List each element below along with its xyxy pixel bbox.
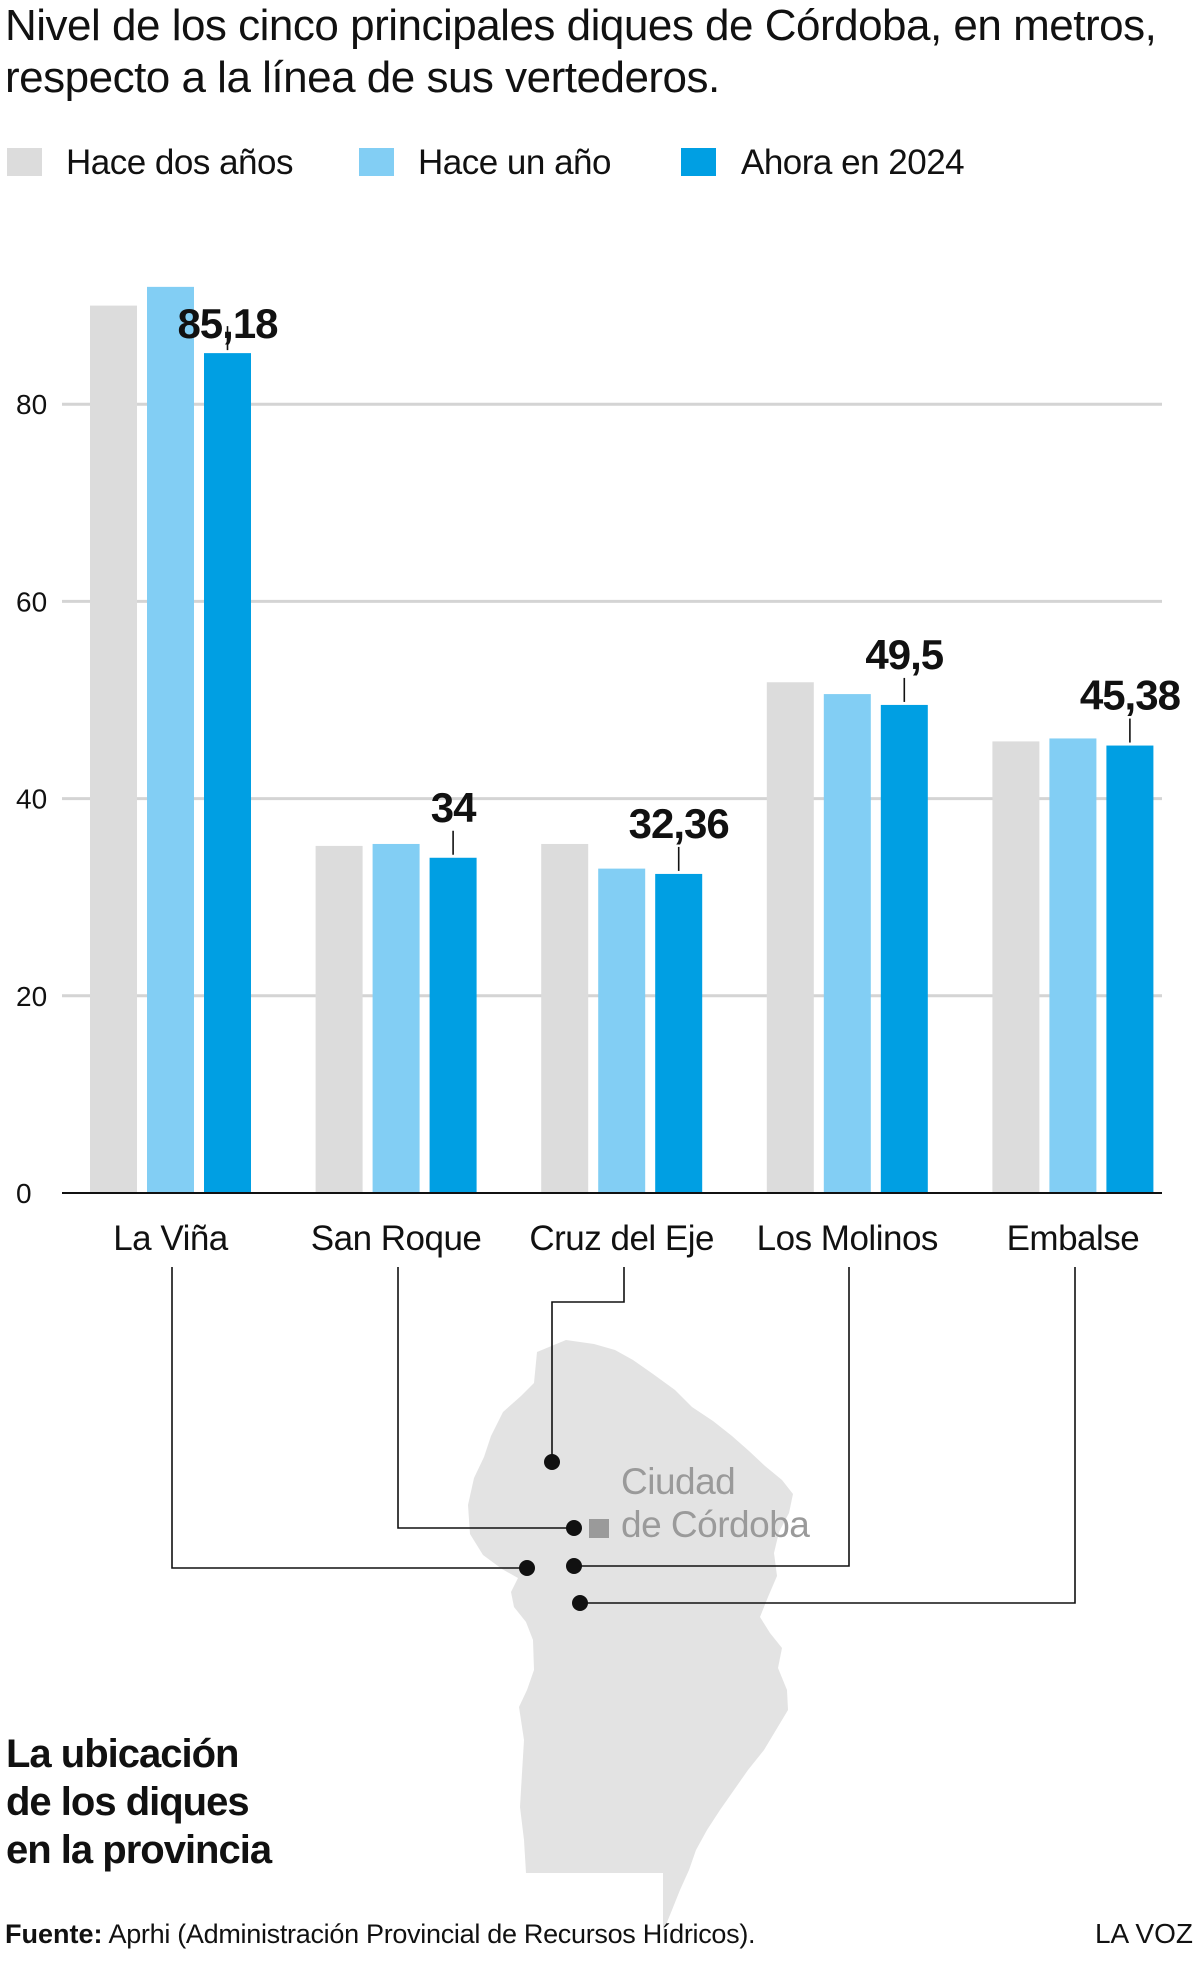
category-label-embalse: Embalse bbox=[1007, 1219, 1140, 1258]
bar-cruz-del-eje-hace-dos-anos bbox=[541, 843, 589, 1193]
category-label-cruz-del-eje: Cruz del Eje bbox=[529, 1219, 714, 1258]
bar-los-molinos-hace-dos-anos bbox=[766, 682, 814, 1193]
dam-markers bbox=[519, 1454, 588, 1611]
legend: Hace dos años Hace un año Ahora en 2024 bbox=[7, 143, 965, 182]
y-tick-label-60: 60 bbox=[16, 586, 47, 617]
legend-label-ahora-2024: Ahora en 2024 bbox=[741, 143, 964, 182]
map-section-title-line-2: de los diques bbox=[6, 1780, 249, 1824]
data-label-los-molinos: 49,5 bbox=[865, 631, 943, 678]
bar-san-roque-ahora-en-2024 bbox=[429, 857, 477, 1193]
leader-lines bbox=[171, 1267, 1076, 1604]
bar-embalse-ahora-en-2024 bbox=[1106, 745, 1154, 1193]
category-labels: La Viña San Roque Cruz del Eje Los Molinos E… bbox=[113, 1219, 1140, 1258]
leader-line-los-molinos bbox=[574, 1267, 850, 1567]
legend-swatch-ahora-2024 bbox=[681, 148, 716, 176]
city-label-line-2: de Córdoba bbox=[621, 1504, 810, 1545]
data-label-cruz-del-eje: 32,36 bbox=[629, 800, 729, 847]
dam-marker-embalse bbox=[572, 1595, 588, 1611]
legend-label-hace-un-ano: Hace un año bbox=[418, 143, 611, 182]
leader-line-embalse bbox=[580, 1267, 1076, 1604]
map-section-title-line-1: La ubicación bbox=[6, 1732, 239, 1776]
map-section-title-line-3: en la provincia bbox=[6, 1828, 273, 1872]
city-label-line-1: Ciudad bbox=[621, 1461, 735, 1502]
bar-embalse-hace-dos-anos bbox=[992, 741, 1040, 1193]
bar-la-vina-ahora-en-2024 bbox=[204, 353, 251, 1193]
bar-cruz-del-eje-ahora-en-2024 bbox=[655, 873, 703, 1193]
bar-la-vina-hace-un-ano bbox=[147, 286, 194, 1194]
chart-title-line-2: respecto a la línea de sus vertederos. bbox=[5, 53, 720, 102]
bar-cruz-del-eje-hace-un-ano bbox=[598, 868, 646, 1193]
y-tick-label-80: 80 bbox=[16, 389, 47, 420]
bar-embalse-hace-un-ano bbox=[1049, 738, 1097, 1193]
source-label: Fuente: bbox=[5, 1919, 103, 1949]
cordoba-province-shape bbox=[468, 1340, 793, 1932]
bar-los-molinos-ahora-en-2024 bbox=[880, 704, 928, 1193]
source-note: Fuente: Aprhi (Administración Provincial … bbox=[5, 1919, 755, 1949]
data-label-san-roque: 34 bbox=[431, 784, 477, 831]
bar-san-roque-hace-un-ano bbox=[372, 843, 420, 1193]
brand-logo: LA VOZ bbox=[1095, 1918, 1193, 1949]
category-label-la-vina: La Viña bbox=[113, 1219, 229, 1258]
category-label-los-molinos: Los Molinos bbox=[757, 1219, 938, 1258]
bar-san-roque-hace-dos-anos bbox=[315, 845, 363, 1193]
dam-marker-los-molinos bbox=[566, 1558, 582, 1574]
dam-marker-la-vina bbox=[519, 1560, 535, 1576]
y-tick-label-0: 0 bbox=[16, 1178, 32, 1209]
y-tick-label-40: 40 bbox=[16, 784, 47, 815]
leader-line-san-roque bbox=[397, 1267, 574, 1529]
bar-los-molinos-hace-un-ano bbox=[823, 694, 871, 1193]
bars bbox=[90, 286, 1154, 1194]
y-tick-label-20: 20 bbox=[16, 981, 47, 1012]
dam-marker-cruz-del-eje bbox=[544, 1454, 560, 1470]
leader-line-cruz-del-eje bbox=[551, 1267, 625, 1462]
dam-marker-san-roque bbox=[566, 1520, 582, 1536]
data-label-la-vina: 85,18 bbox=[177, 300, 278, 347]
data-labels: 85,18 34 32,36 49,5 45,38 bbox=[177, 300, 1182, 871]
category-label-san-roque: San Roque bbox=[311, 1219, 482, 1258]
legend-label-hace-dos-anos: Hace dos años bbox=[66, 143, 293, 182]
bar-la-vina-hace-dos-anos bbox=[90, 305, 137, 1194]
legend-swatch-hace-un-ano bbox=[359, 148, 394, 176]
source-text: Aprhi (Administración Provincial de Recu… bbox=[109, 1919, 756, 1949]
chart-title-line-1: Nivel de los cinco principales diques de… bbox=[5, 1, 1156, 50]
data-label-embalse: 45,38 bbox=[1080, 672, 1181, 719]
legend-swatch-hace-dos-anos bbox=[7, 148, 42, 176]
city-marker bbox=[589, 1519, 609, 1538]
leader-line-la-vina bbox=[171, 1267, 527, 1569]
